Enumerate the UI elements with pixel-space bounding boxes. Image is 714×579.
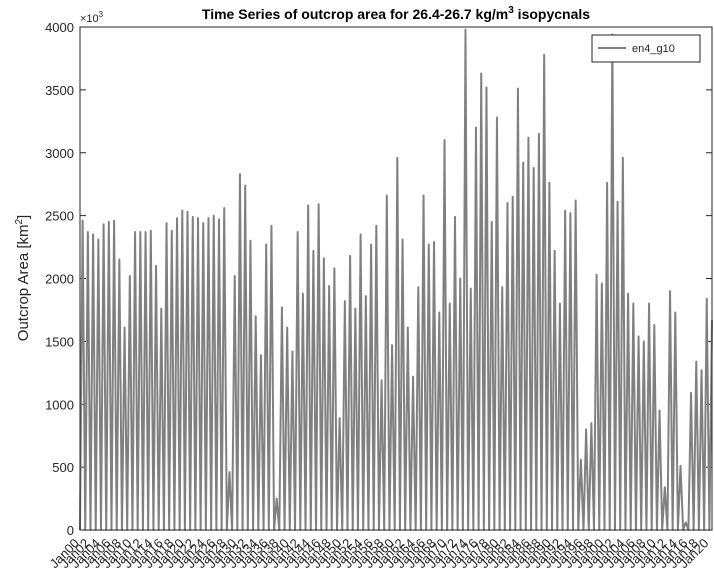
plot-frame <box>79 26 713 531</box>
title-text: Time Series of outcrop area for 26.4-26.… <box>202 6 508 22</box>
label-text: Outcrop Area [km <box>15 225 32 342</box>
legend-label: en4_g10 <box>632 43 675 55</box>
y-axis-label: Outcrop Area [km2] <box>14 215 32 341</box>
title-sup: 3 <box>508 5 514 16</box>
chart-title: Time Series of outcrop area for 26.4-26.… <box>202 5 590 22</box>
y-exponent: ×103 <box>80 10 104 25</box>
y-tick-label: 2500 <box>45 209 74 224</box>
y-tick-label: 1500 <box>45 334 74 349</box>
y-tick-label: 500 <box>52 460 74 475</box>
y-tick-label: 3500 <box>45 83 74 98</box>
label-sup: 2 <box>14 219 25 225</box>
y-tick-label: 1000 <box>45 397 74 412</box>
exponent-base: ×10 <box>80 13 99 25</box>
y-tick-label: 0 <box>67 523 74 538</box>
y-tick-label: 4000 <box>45 20 74 35</box>
y-tick-label: 3000 <box>45 146 74 161</box>
title-text: isopycnals <box>514 6 590 22</box>
label-text: ] <box>15 215 32 219</box>
y-tick-label: 2000 <box>45 272 74 287</box>
series-line <box>79 28 713 531</box>
exponent-power: 3 <box>99 10 104 19</box>
